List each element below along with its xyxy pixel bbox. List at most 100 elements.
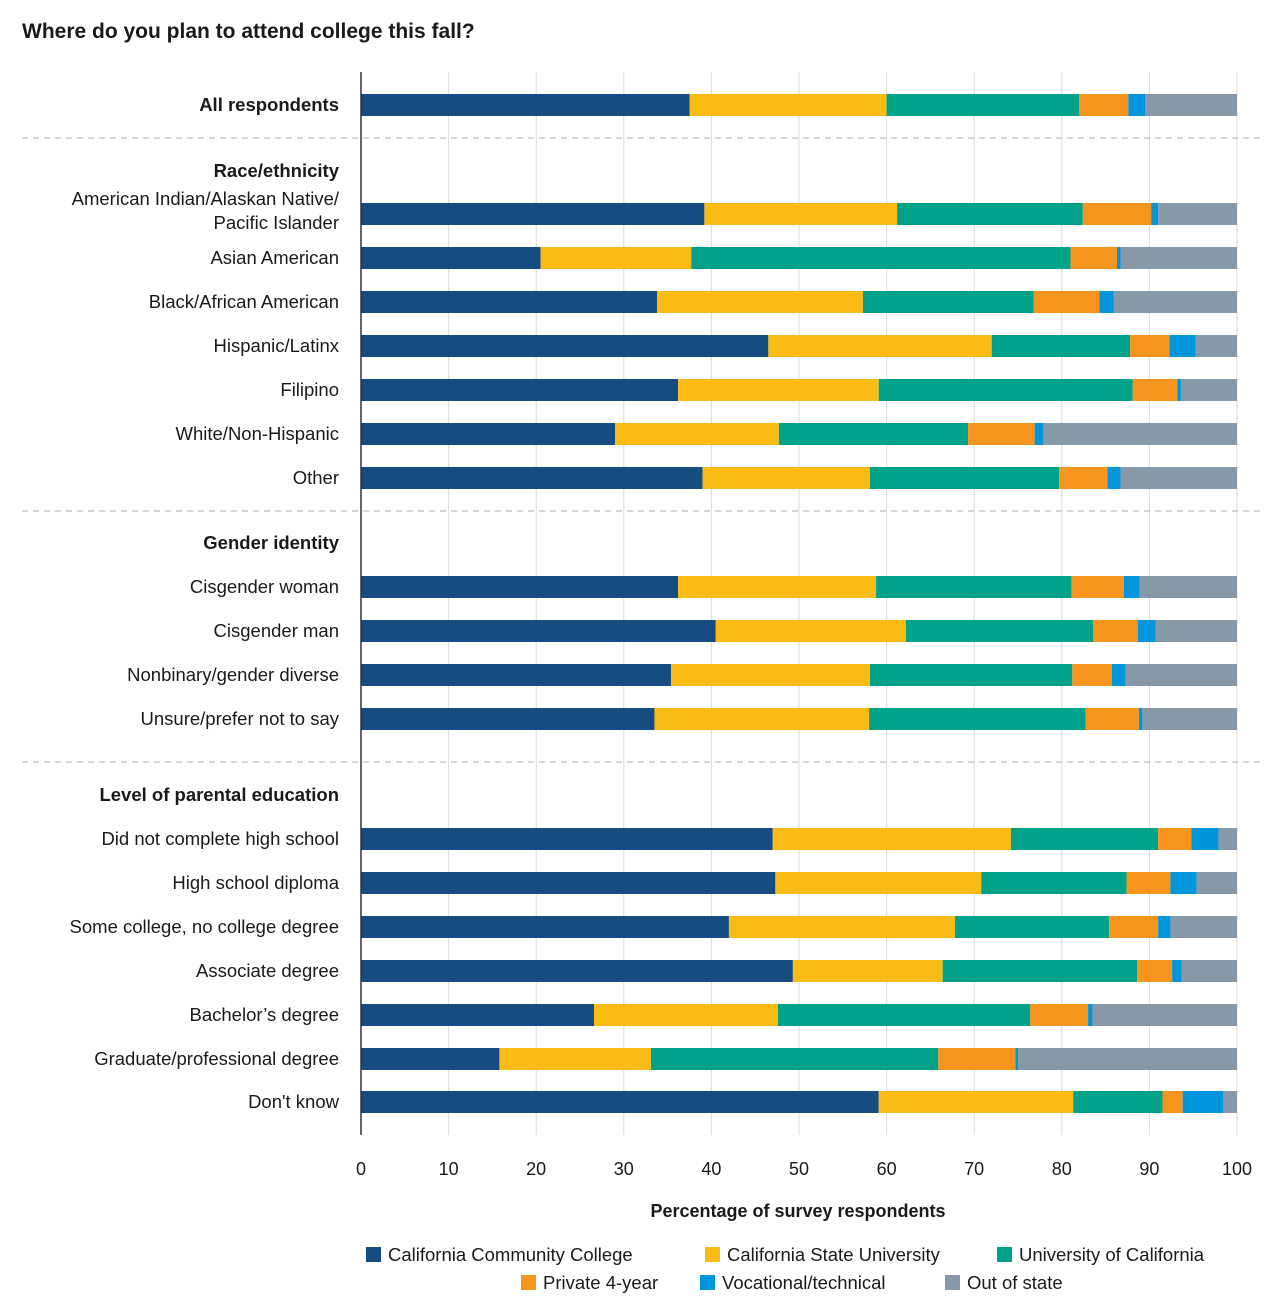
bar-segment <box>1073 1091 1163 1113</box>
bar-segment <box>897 203 1083 225</box>
bar-segment <box>691 247 1071 269</box>
bar-segment <box>361 423 616 445</box>
bar-row <box>361 203 1237 225</box>
group-header: Level of parental education <box>99 784 339 805</box>
bar-segment <box>657 291 863 313</box>
bar-segment <box>704 203 898 225</box>
bar-row <box>361 335 1237 357</box>
bar-segment <box>1126 872 1171 894</box>
bar-segment <box>1088 1004 1093 1026</box>
bar-row <box>361 467 1237 489</box>
bar-segment <box>361 291 658 313</box>
bar-segment <box>1079 94 1129 116</box>
bar-segment <box>1099 291 1114 313</box>
bar-segment <box>678 379 879 401</box>
group-header: Gender identity <box>203 532 339 553</box>
legend-label: Out of state <box>967 1272 1063 1293</box>
bar-row <box>361 828 1237 850</box>
row-label: Filipino <box>280 379 339 400</box>
x-tick-label: 90 <box>1139 1159 1159 1179</box>
row-label: Unsure/prefer not to say <box>141 708 340 729</box>
x-tick-label: 30 <box>614 1159 634 1179</box>
bar-row <box>361 872 1237 894</box>
row-label: High school diploma <box>172 872 339 893</box>
bar-segment <box>1092 1004 1237 1026</box>
bar-segment <box>1139 576 1237 598</box>
bar-row <box>361 960 1237 982</box>
bar-segment <box>728 916 955 938</box>
bar-segment <box>1043 423 1237 445</box>
bar-segment <box>1070 247 1117 269</box>
bar-segment <box>1015 1048 1018 1070</box>
x-tick-label: 50 <box>789 1159 809 1179</box>
bar-segment <box>678 576 877 598</box>
bar-segment <box>777 1004 1031 1026</box>
bar-segment <box>1169 335 1196 357</box>
bar-row <box>361 94 1237 116</box>
bar-segment <box>1125 664 1237 686</box>
bar-segment <box>1071 576 1124 598</box>
row-label: Cisgender woman <box>190 576 339 597</box>
bar-segment <box>1196 872 1237 894</box>
bar-segment <box>1018 1048 1237 1070</box>
x-tick-label: 0 <box>356 1159 366 1179</box>
bar-segment <box>1151 203 1159 225</box>
bar-segment <box>1222 1091 1237 1113</box>
legend-swatch <box>997 1247 1012 1262</box>
bar-segment <box>772 828 1011 850</box>
bars <box>361 94 1237 1113</box>
bar-segment <box>1111 664 1126 686</box>
bar-segment <box>615 423 779 445</box>
bar-row <box>361 379 1237 401</box>
bar-row <box>361 664 1237 686</box>
bar-segment <box>361 708 655 730</box>
bar-segment <box>1116 247 1121 269</box>
bar-segment <box>1085 708 1139 730</box>
bar-segment <box>1120 467 1237 489</box>
bar-segment <box>768 335 992 357</box>
bar-segment <box>1093 620 1139 642</box>
bar-segment <box>1034 423 1044 445</box>
row-label: All respondents <box>199 94 339 115</box>
bar-row <box>361 1048 1237 1070</box>
row-label: Graduate/professional degree <box>94 1048 339 1069</box>
bar-segment <box>938 1048 1016 1070</box>
bar-segment <box>715 620 906 642</box>
bar-segment <box>886 94 1080 116</box>
x-axis-ticks: 0 10 20 30 40 50 60 70 80 90 100 <box>356 1159 1252 1179</box>
row-label: Cisgender man <box>214 620 339 641</box>
bar-segment <box>981 872 1127 894</box>
bar-segment <box>1191 828 1219 850</box>
row-label: Nonbinary/gender diverse <box>127 664 339 685</box>
bar-segment <box>361 203 705 225</box>
x-axis-label: Percentage of survey respondents <box>650 1201 945 1221</box>
bar-segment <box>1120 247 1237 269</box>
bar-segment <box>361 960 793 982</box>
bar-row <box>361 291 1237 313</box>
bar-segment <box>361 94 690 116</box>
x-tick-label: 60 <box>877 1159 897 1179</box>
row-label: Bachelor’s degree <box>190 1004 339 1025</box>
x-tick-label: 10 <box>439 1159 459 1179</box>
legend-item: California State University <box>705 1244 941 1265</box>
x-tick-label: 40 <box>701 1159 721 1179</box>
bar-row <box>361 1091 1237 1113</box>
row-label: Associate degree <box>196 960 339 981</box>
bar-segment <box>905 620 1094 642</box>
x-tick-label: 70 <box>964 1159 984 1179</box>
bar-segment <box>778 423 969 445</box>
bar-segment <box>361 247 541 269</box>
bar-segment <box>594 1004 778 1026</box>
bar-segment <box>1158 828 1192 850</box>
bar-segment <box>1195 335 1237 357</box>
bar-segment <box>1170 916 1237 938</box>
legend-item: University of California <box>997 1244 1205 1265</box>
bar-segment <box>1218 828 1237 850</box>
legend-swatch <box>700 1275 715 1290</box>
bar-row <box>361 708 1237 730</box>
legend: California Community College California S… <box>366 1244 1205 1293</box>
bar-row <box>361 620 1237 642</box>
bar-segment <box>499 1048 651 1070</box>
bar-segment <box>1082 203 1152 225</box>
legend-swatch <box>366 1247 381 1262</box>
